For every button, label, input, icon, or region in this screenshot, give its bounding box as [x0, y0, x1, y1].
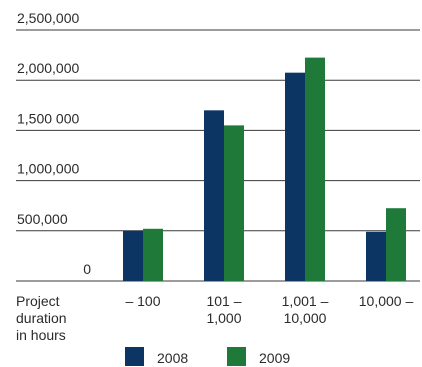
bars: [123, 57, 406, 281]
bar-2008-3: [285, 72, 305, 281]
bar-2009-4: [386, 208, 406, 281]
x-axis-title-line: in hours: [16, 327, 66, 343]
x-axis-tick-labels: – 100 101 –1,000 1,001 –10,000 10,000 –: [125, 293, 413, 326]
y-tick-label: 1,500 000: [17, 110, 79, 126]
legend-label-2009: 2009: [259, 350, 290, 366]
x-axis-title-text: Project duration in hours: [16, 293, 86, 344]
x-axis-title-line: Project: [16, 293, 60, 309]
bar-2008-2: [204, 110, 224, 281]
x-axis-title-line: duration: [16, 310, 67, 326]
legend-swatch-2008: [125, 347, 144, 366]
legend-swatch-2009: [227, 347, 246, 366]
bar-2009-2: [224, 125, 244, 281]
y-tick-label: 2,000,000: [17, 60, 79, 76]
x-tick-label: – 100: [125, 293, 160, 309]
x-axis-title: Project duration in hours: [16, 293, 86, 344]
y-tick-label: 2,500,000: [17, 10, 79, 26]
bar-2008-1: [123, 230, 143, 281]
bar-2008-4: [366, 231, 386, 281]
y-tick-label: 500,000: [17, 211, 68, 227]
x-tick-label: 10,000 –: [359, 293, 414, 309]
bar-2009-3: [305, 57, 325, 281]
x-tick-label: 101 –1,000: [206, 293, 241, 326]
legend-label-2008: 2008: [157, 350, 188, 366]
x-tick-label: 1,001 –10,000: [282, 293, 329, 326]
y-tick-label: 0: [83, 261, 91, 277]
y-tick-label: 1,000,000: [17, 161, 79, 177]
bar-2009-1: [143, 228, 163, 281]
y-axis-tick-labels: 0 500,000 1,000,000 1,500 000 2,000,000 2,500…: [17, 10, 91, 277]
legend: 2008 2009: [125, 347, 290, 366]
